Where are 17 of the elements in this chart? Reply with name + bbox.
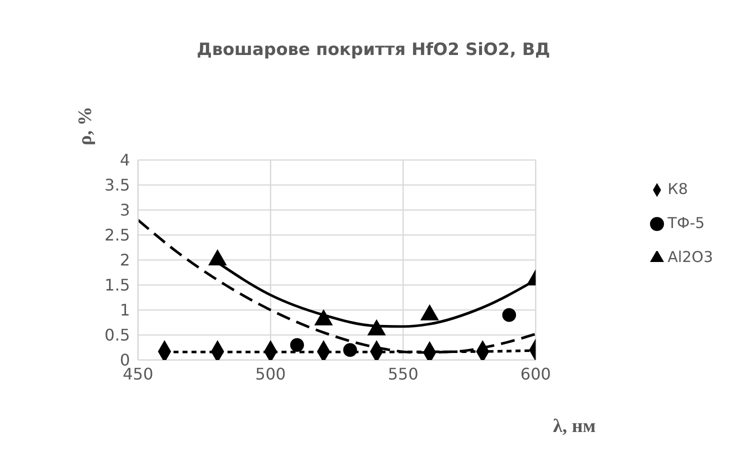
x-axis-title: λ, нм xyxy=(553,416,596,438)
y-tick-label: 2 xyxy=(120,250,130,270)
y-tick-label: 1 xyxy=(120,300,130,320)
legend-label: ТФ-5 xyxy=(668,214,705,232)
legend-label: К8 xyxy=(668,180,688,198)
y-tick-label: 3.5 xyxy=(104,176,130,195)
x-tick-label: 550 xyxy=(388,364,418,384)
y-axis-title: ρ, % xyxy=(75,106,97,146)
y-tick-label: 0.5 xyxy=(104,326,130,345)
y-tick-label: 1.5 xyxy=(104,276,130,295)
y-tick-label: 4 xyxy=(120,150,130,170)
x-tick-label: 500 xyxy=(255,364,286,384)
y-tick-label: 2.5 xyxy=(104,226,130,245)
legend-label: Al2O3 xyxy=(668,248,713,266)
x-tick-label: 600 xyxy=(520,364,551,384)
y-tick-label: 3 xyxy=(120,200,130,220)
chart-title: Двошарове покриття HfO2 SiO2, ВД xyxy=(196,40,552,60)
